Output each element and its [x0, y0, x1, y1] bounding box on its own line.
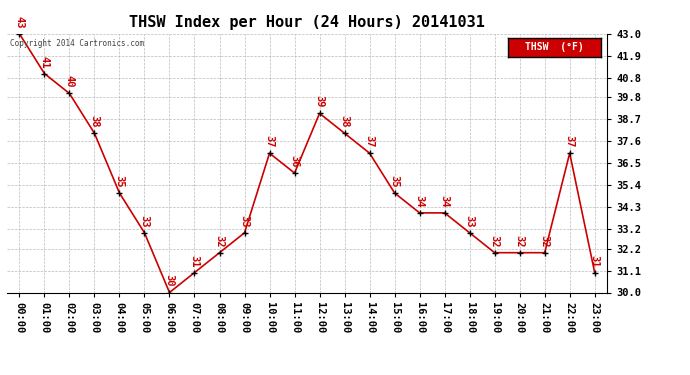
Text: 32: 32 [215, 235, 224, 247]
Text: 41: 41 [39, 56, 50, 68]
Text: 37: 37 [364, 135, 375, 148]
Text: 37: 37 [564, 135, 575, 148]
Text: 32: 32 [540, 235, 550, 247]
Text: 33: 33 [139, 215, 150, 227]
Text: 35: 35 [390, 175, 400, 188]
Text: 35: 35 [115, 175, 124, 188]
Text: 32: 32 [515, 235, 524, 247]
Text: 30: 30 [164, 274, 175, 287]
Title: THSW Index per Hour (24 Hours) 20141031: THSW Index per Hour (24 Hours) 20141031 [129, 15, 485, 30]
Text: 38: 38 [339, 115, 350, 128]
Text: 40: 40 [64, 75, 75, 88]
Text: 33: 33 [464, 215, 475, 227]
Text: 39: 39 [315, 95, 324, 108]
Text: Copyright 2014 Cartronics.com: Copyright 2014 Cartronics.com [10, 39, 144, 48]
Text: 34: 34 [440, 195, 450, 207]
Text: 43: 43 [14, 16, 24, 28]
Text: 37: 37 [264, 135, 275, 148]
Text: 31: 31 [190, 255, 199, 267]
Text: 36: 36 [290, 155, 299, 168]
Text: 33: 33 [239, 215, 250, 227]
Text: 31: 31 [590, 255, 600, 267]
Text: 38: 38 [90, 115, 99, 128]
Text: 32: 32 [490, 235, 500, 247]
Text: 34: 34 [415, 195, 424, 207]
